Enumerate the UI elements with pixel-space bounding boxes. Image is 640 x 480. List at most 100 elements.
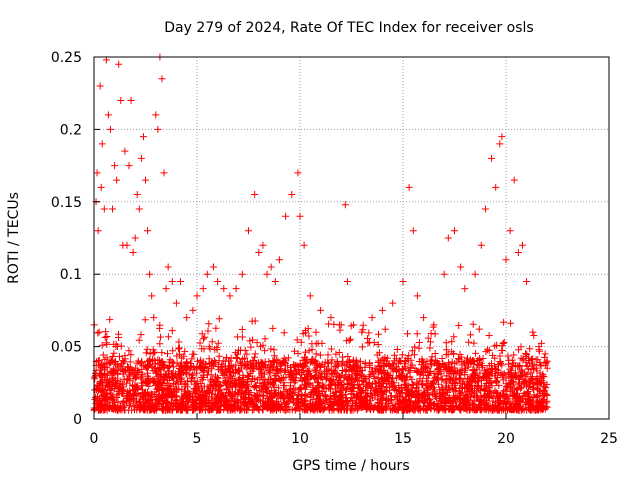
data-point: [267, 263, 275, 271]
data-point: [294, 169, 302, 177]
data-point: [117, 96, 125, 104]
data-point: [129, 248, 137, 256]
data-point: [529, 328, 537, 336]
data-point: [160, 169, 168, 177]
data-point: [496, 140, 504, 148]
grid: [94, 57, 609, 419]
plot-frame: [93, 56, 610, 420]
x-axis-label: GPS time / hours: [292, 458, 409, 474]
data-point: [300, 241, 308, 249]
data-point: [142, 176, 149, 184]
data-point: [177, 277, 185, 285]
data-point: [306, 292, 314, 300]
data-point: [135, 205, 143, 213]
data-point: [150, 314, 158, 322]
data-point: [111, 162, 119, 170]
axis-ticks: 0 5 10 15 20 25 0 0.05 0.1 0.15 0.2 0.25: [51, 50, 618, 447]
data-point: [96, 82, 104, 90]
data-point: [378, 306, 386, 314]
data-point: [95, 328, 103, 336]
data-point: [461, 285, 469, 293]
y-tick-label: 0.1: [60, 267, 82, 283]
data-point: [154, 125, 162, 133]
data-point: [209, 263, 217, 271]
data-point: [199, 285, 207, 293]
data-point: [158, 75, 166, 83]
chart-title: Day 279 of 2024, Rate Of TEC Index for r…: [164, 20, 533, 36]
data-point: [481, 205, 489, 213]
data-point: [543, 357, 551, 365]
data-point: [106, 125, 114, 133]
data-point: [541, 350, 549, 358]
data-point: [189, 306, 197, 314]
data-point: [255, 248, 263, 256]
data-point: [97, 183, 105, 191]
data-point: [137, 154, 145, 162]
y-axis-label: ROTI / TECUs: [6, 192, 22, 284]
data-point: [288, 191, 296, 199]
data-point: [133, 191, 141, 199]
x-tick-label: 25: [600, 431, 618, 447]
data-point: [413, 292, 421, 300]
data-point: [251, 191, 259, 199]
data-point: [164, 263, 172, 271]
data-point: [451, 227, 458, 235]
data-point: [100, 205, 108, 213]
data-point: [317, 306, 325, 314]
data-point: [514, 248, 522, 256]
data-point: [296, 212, 304, 220]
data-point: [214, 277, 222, 285]
data-point: [139, 133, 147, 141]
data-point: [350, 321, 358, 329]
data-point: [203, 270, 211, 278]
data-point: [183, 314, 191, 322]
data-point: [535, 343, 543, 351]
data-point: [131, 234, 139, 242]
y-tick-label: 0.2: [60, 122, 82, 138]
data-point: [477, 241, 485, 249]
data-point: [104, 111, 112, 119]
data-point: [510, 176, 518, 184]
data-point: [523, 277, 531, 285]
data-point: [405, 183, 413, 191]
data-point: [358, 328, 366, 336]
data-point: [518, 241, 526, 249]
data-point: [409, 227, 417, 235]
data-point: [420, 314, 428, 322]
y-tick-label: 0: [73, 412, 82, 428]
data-point: [127, 96, 135, 104]
data-point: [343, 277, 351, 285]
data-point: [172, 299, 180, 307]
data-point: [115, 60, 123, 68]
data-point: [152, 111, 160, 119]
data-point: [245, 227, 252, 235]
data-point: [113, 176, 121, 184]
data-point: [123, 241, 131, 249]
x-tick-label: 5: [193, 431, 202, 447]
data-point: [102, 56, 110, 64]
data-point: [506, 227, 514, 235]
data-point: [238, 270, 246, 278]
y-tick-label: 0.15: [51, 195, 82, 211]
data-point: [146, 270, 154, 278]
data-point: [91, 386, 99, 394]
data-point: [271, 277, 279, 285]
data-point: [498, 133, 506, 141]
data-points: [90, 53, 551, 414]
data-point: [226, 292, 234, 300]
data-point: [125, 162, 133, 170]
data-point: [263, 270, 271, 278]
data-point: [121, 147, 129, 155]
data-point: [368, 314, 376, 322]
data-point: [259, 241, 267, 249]
data-point: [93, 169, 101, 177]
data-point: [488, 154, 496, 162]
data-point: [440, 270, 448, 278]
y-tick-label: 0.05: [51, 340, 82, 356]
data-point: [162, 285, 170, 293]
data-point: [282, 212, 290, 220]
x-tick-label: 10: [291, 431, 309, 447]
data-point: [232, 285, 240, 293]
data-point: [148, 292, 156, 300]
